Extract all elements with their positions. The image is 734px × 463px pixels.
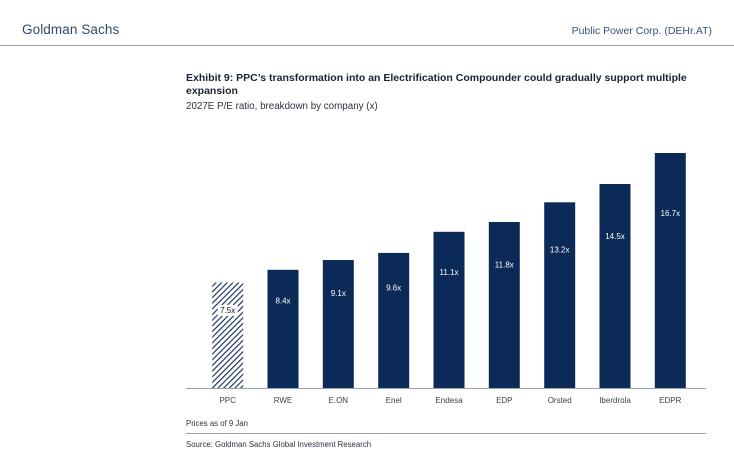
category-label: RWE [274, 396, 293, 405]
bar-ppc [212, 282, 244, 388]
bar-value-label: 7.5x [220, 306, 235, 315]
bar-value-label: 9.1x [331, 289, 346, 298]
category-label: Orsted [548, 396, 572, 405]
category-label: EDPR [659, 396, 681, 405]
bar-iberdrola [599, 184, 631, 388]
bar-orsted [544, 202, 576, 388]
header-divider [0, 45, 734, 46]
bar-endesa [433, 231, 465, 388]
bar-value-label: 14.5x [605, 232, 625, 241]
bar-edpr [654, 153, 686, 388]
category-label: PPC [219, 396, 236, 405]
exhibit-title: Exhibit 9: PPC’s transformation into an … [186, 72, 687, 97]
bar-value-label: 11.1x [440, 268, 459, 277]
exhibit-subtitle: 2027E P/E ratio, breakdown by company (x… [186, 101, 378, 112]
category-label: Endesa [435, 396, 463, 405]
bar-e-on [322, 260, 354, 388]
company-name: Public Power Corp. (DEHr.AT) [571, 25, 712, 37]
category-label: Iberdrola [599, 396, 631, 405]
source-note: Source: Goldman Sachs Global Investment … [186, 440, 372, 449]
footer-divider [186, 433, 706, 434]
bar-enel [378, 252, 410, 388]
category-label: Enel [386, 396, 402, 405]
bar-value-label: 16.7x [661, 209, 681, 218]
prices-note: Prices as of 9 Jan [186, 419, 248, 428]
bar-value-label: 8.4x [275, 296, 290, 305]
highlight-label-background [217, 304, 238, 316]
page-header: Goldman Sachs Public Power Corp. (DEHr.A… [0, 0, 734, 45]
category-label: EDP [496, 396, 512, 405]
category-label: E.ON [329, 396, 349, 405]
bar-rwe [267, 269, 299, 388]
bar-value-label: 9.6x [386, 284, 401, 293]
bar-value-label: 13.2x [550, 246, 570, 255]
bar-edp [488, 222, 520, 388]
brand-name: Goldman Sachs [22, 22, 120, 37]
bar-value-label: 11.8x [495, 261, 514, 270]
